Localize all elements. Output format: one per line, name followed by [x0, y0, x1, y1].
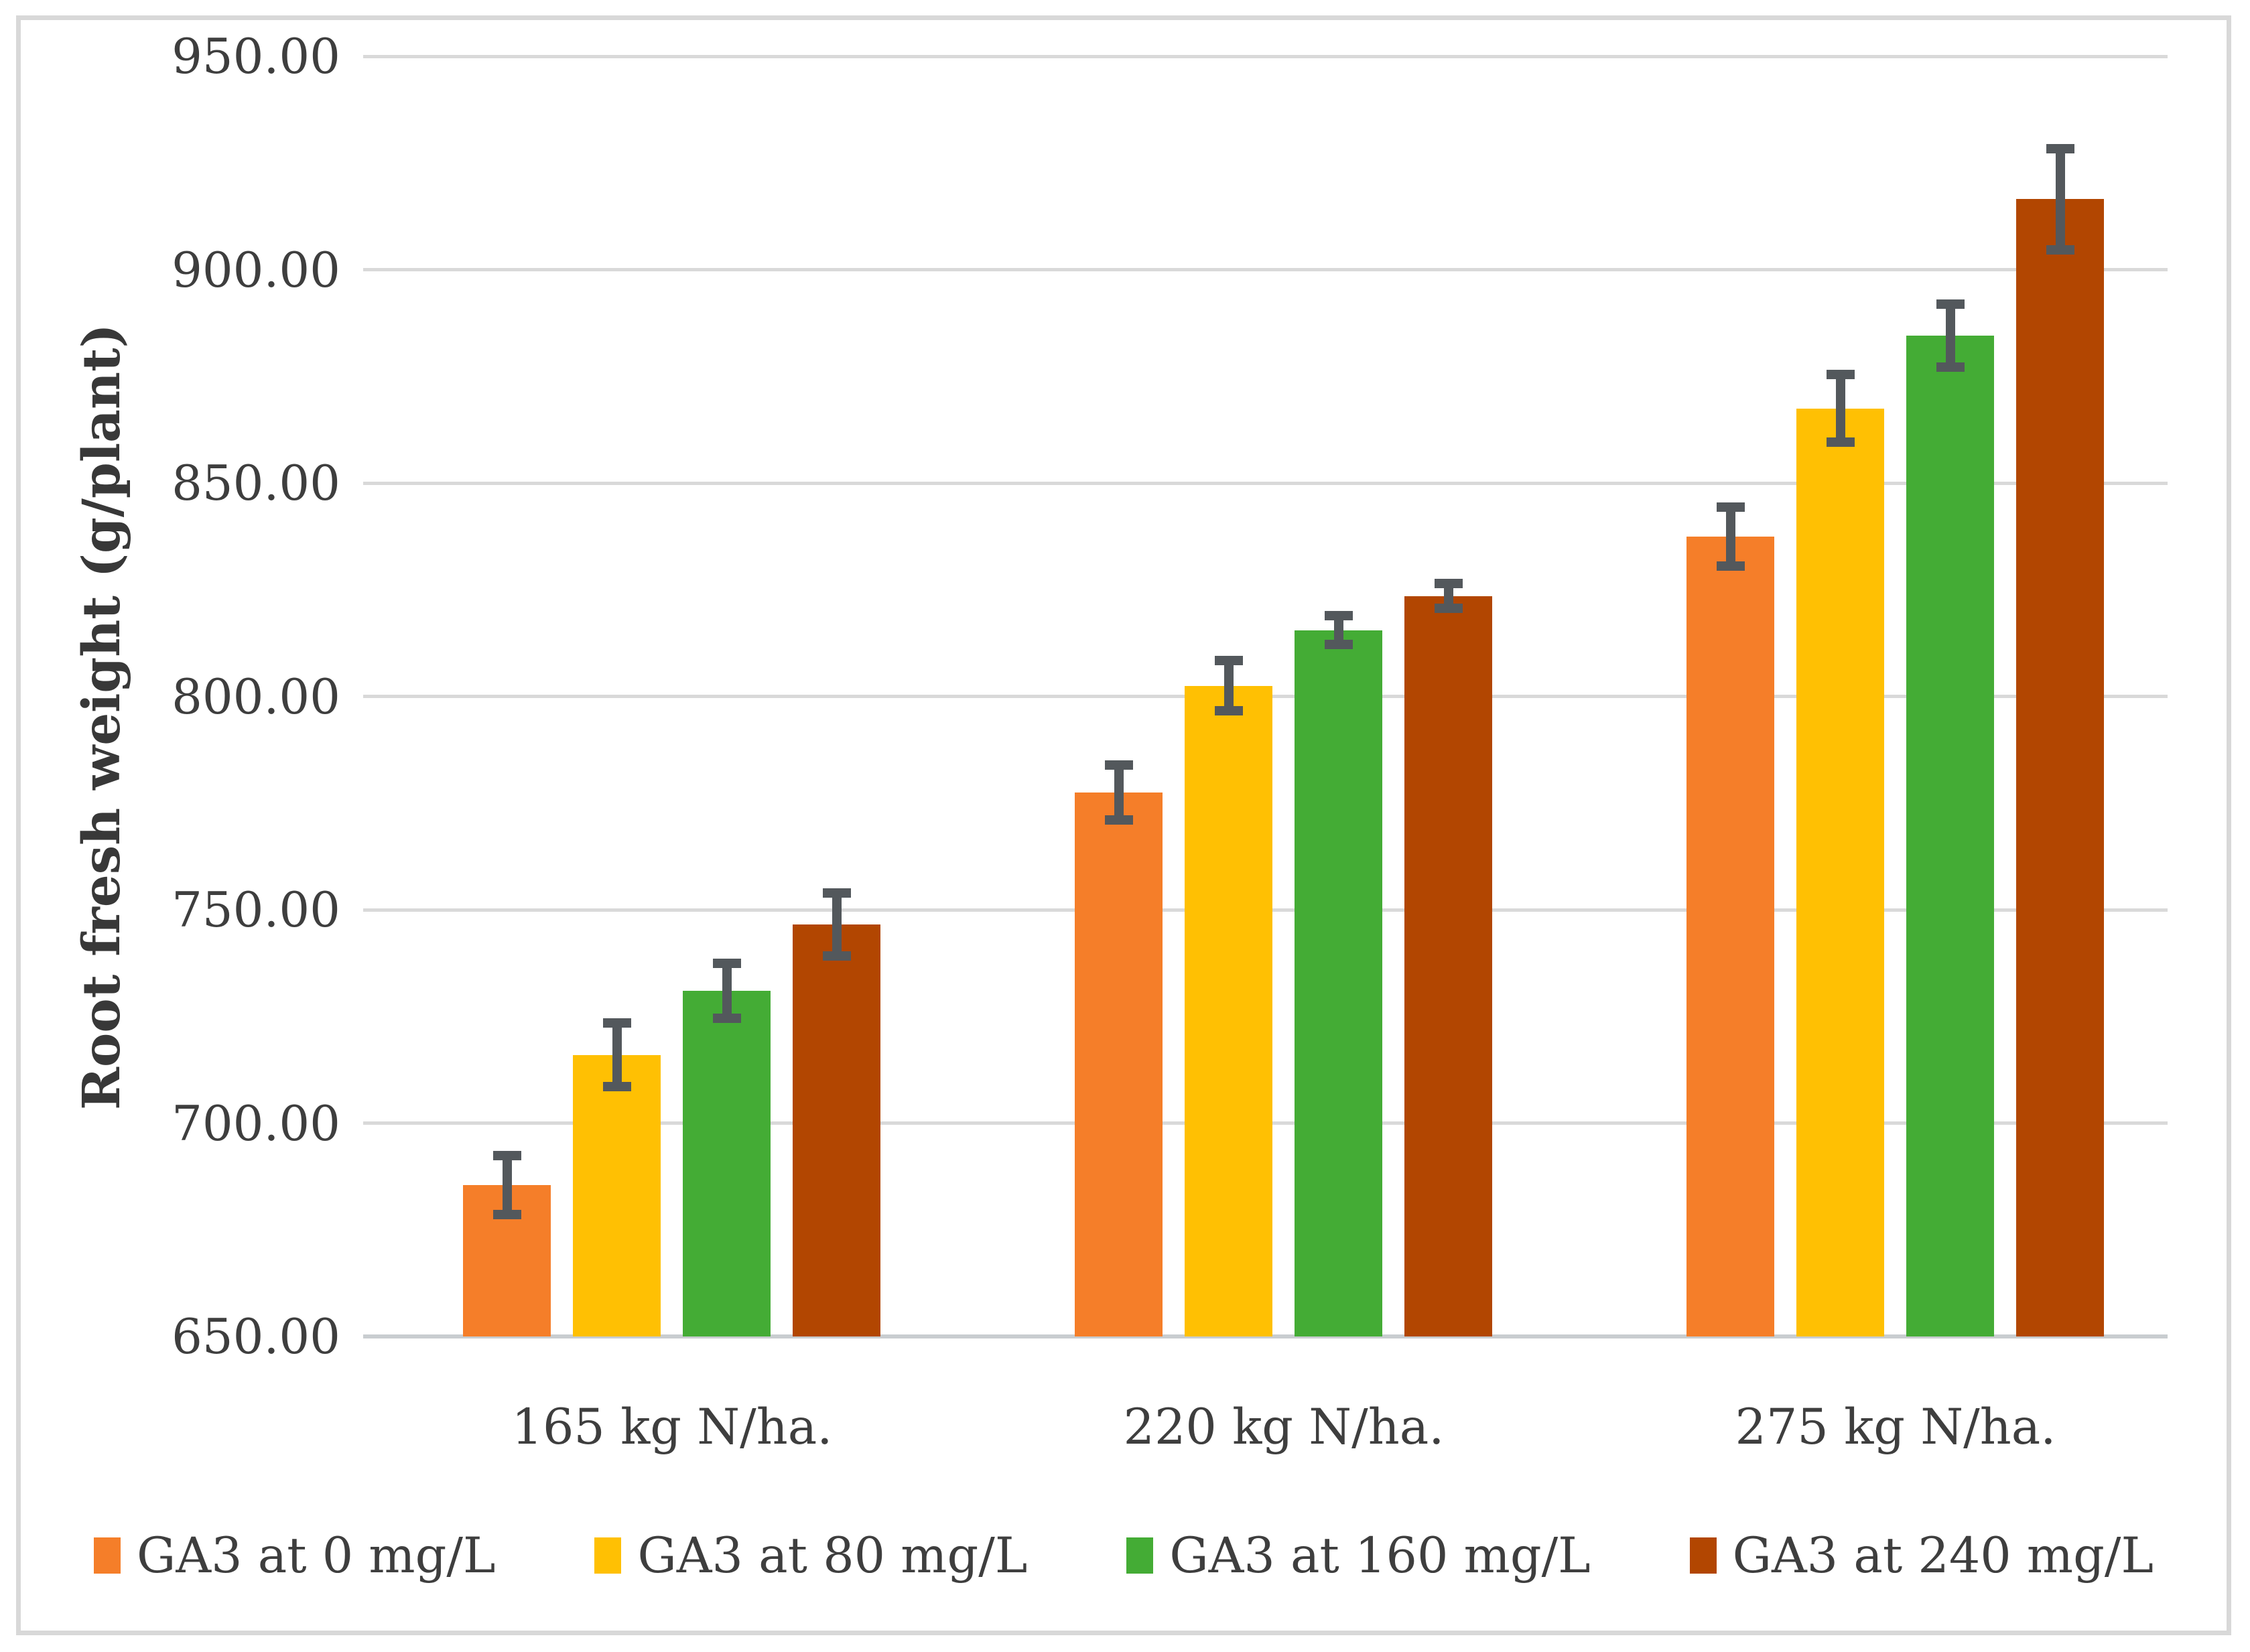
error-bar-cap [1827, 370, 1855, 379]
error-bar-cap [603, 1018, 631, 1028]
bar-220-3160mg [1295, 630, 1382, 1336]
bar-275-3160mg [1906, 336, 1994, 1336]
error-bar-cap [1717, 502, 1745, 512]
error-bar-cap [1827, 437, 1855, 447]
legend-swatch-icon [1689, 1537, 1717, 1574]
legend-swatch-icon [1126, 1537, 1154, 1574]
x-category-label: 220 kg N/ha. [1123, 1399, 1445, 1456]
error-bar-cap [2046, 144, 2074, 153]
legend-label: GA3 at 0 mg/L [137, 1527, 496, 1584]
error-bar-stem [1224, 656, 1234, 715]
legend-item: GA3 at 240 mg/L [1689, 1527, 2154, 1584]
error-bar-cap [1435, 604, 1463, 613]
figure-border-frame [16, 15, 2231, 1635]
y-tick-label: 900.00 [172, 242, 340, 298]
y-tick-label: 950.00 [172, 28, 340, 84]
y-tick-label: 650.00 [172, 1308, 340, 1365]
error-bar-cap [1717, 561, 1745, 571]
error-bar-stem [1334, 611, 1343, 649]
error-bar-cap [493, 1210, 521, 1219]
legend: GA3 at 0 mg/L GA3 at 80 mg/L GA3 at 160 mg… [16, 1515, 2231, 1596]
error-bar-cap [713, 1014, 741, 1023]
legend-item: GA3 at 80 mg/L [594, 1527, 1027, 1584]
error-bar-cap [1105, 760, 1133, 770]
bar-275-380mg [1796, 409, 1884, 1336]
error-bar-cap [2046, 245, 2074, 255]
legend-label: GA3 at 160 mg/L [1169, 1527, 1591, 1584]
error-bar-cap [603, 1082, 631, 1091]
y-tick-label: 750.00 [172, 882, 340, 938]
error-bar-stem [1946, 299, 1955, 372]
error-bar-cap [823, 888, 851, 898]
error-bar-cap [1936, 362, 1965, 372]
legend-item: GA3 at 0 mg/L [94, 1527, 495, 1584]
error-bar-stem [1726, 502, 1735, 571]
error-bar-stem [2056, 144, 2065, 255]
error-bar-stem [1836, 370, 1845, 447]
error-bar-cap [823, 951, 851, 961]
error-bar-cap [1105, 815, 1133, 825]
error-bar-cap [1215, 656, 1243, 665]
error-bar-stem [503, 1151, 512, 1219]
y-tick-label: 850.00 [172, 455, 340, 511]
bar-220-3240mg [1404, 596, 1492, 1336]
y-tick-label: 800.00 [172, 669, 340, 725]
bar-165-3240mg [793, 924, 880, 1336]
error-bar-stem [832, 888, 842, 961]
error-bar-cap [1435, 579, 1463, 588]
bar-165-3160mg [683, 991, 771, 1336]
x-category-label: 275 kg N/ha. [1735, 1399, 2056, 1456]
bar-275-30mg [1686, 537, 1774, 1336]
error-bar-cap [713, 959, 741, 968]
error-bar-cap [493, 1151, 521, 1160]
legend-swatch-icon [594, 1537, 622, 1574]
y-gridline [363, 55, 2168, 58]
bar-220-30mg [1075, 793, 1163, 1336]
error-bar-stem [722, 959, 732, 1023]
y-gridline [363, 268, 2168, 271]
error-bar-stem [1114, 760, 1124, 825]
error-bar-stem [612, 1018, 622, 1091]
y-tick-label: 700.00 [172, 1095, 340, 1152]
x-category-label: 165 kg N/ha. [511, 1399, 833, 1456]
legend-swatch-icon [94, 1537, 121, 1574]
x-axis-line [363, 1334, 2168, 1338]
error-bar-cap [1215, 706, 1243, 715]
legend-label: GA3 at 240 mg/L [1732, 1527, 2154, 1584]
y-gridline [363, 482, 2168, 485]
bar-220-380mg [1185, 686, 1272, 1336]
legend-label: GA3 at 80 mg/L [637, 1527, 1028, 1584]
error-bar-cap [1325, 611, 1353, 620]
bar-165-380mg [573, 1055, 661, 1336]
bar-275-3240mg [2016, 199, 2104, 1336]
error-bar-cap [1936, 299, 1965, 309]
legend-item: GA3 at 160 mg/L [1126, 1527, 1591, 1584]
error-bar-cap [1325, 640, 1353, 649]
